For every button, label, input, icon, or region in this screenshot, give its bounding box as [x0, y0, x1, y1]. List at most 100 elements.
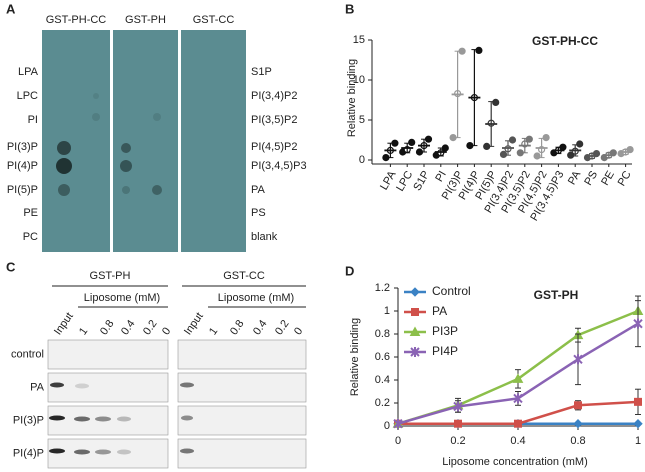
y-tick-label: 5: [359, 114, 365, 126]
lipid-spot: [58, 184, 70, 196]
marker: [410, 287, 420, 297]
x-tick-label: 0.2: [450, 435, 465, 447]
marker: [573, 354, 583, 365]
marker: [573, 418, 583, 429]
lipid-label: LPA: [18, 66, 39, 78]
y-tick-label: 0.8: [375, 328, 390, 340]
data-point: [525, 135, 533, 143]
band: [49, 415, 65, 421]
band: [181, 415, 193, 421]
data-point: [499, 150, 508, 158]
lipid-label: PA: [251, 184, 266, 196]
blot: [47, 405, 169, 436]
y-tick-label: 15: [353, 34, 365, 46]
band: [180, 382, 194, 388]
band: [180, 448, 194, 454]
lipid-spot: [93, 93, 99, 99]
lipid-label: PC: [23, 231, 38, 243]
lipid-spot: [120, 160, 132, 172]
group-subtitle: Liposome (mM): [218, 292, 294, 304]
marker: [514, 419, 522, 428]
group-title: GST-PH: [90, 270, 131, 282]
y-tick-label: 1.2: [375, 282, 390, 294]
lipid-spot: [122, 186, 130, 194]
blot: [47, 339, 169, 370]
marker: [512, 373, 524, 383]
panel-label: C: [6, 259, 16, 274]
data-point: [508, 136, 517, 144]
lipid-label: PI(3,5)P2: [251, 114, 297, 126]
x-tick-label: 1: [635, 435, 641, 447]
membrane-header: GST-CC: [193, 14, 235, 26]
band: [74, 416, 90, 422]
blot: [47, 372, 169, 403]
legend-label: PI4P: [432, 344, 458, 358]
lipid-label: LPC: [17, 90, 38, 102]
marker: [633, 418, 643, 429]
lipid-label: S1P: [251, 66, 272, 78]
blot: [177, 405, 307, 436]
lipid-label: PE: [23, 207, 38, 219]
band: [95, 416, 111, 422]
lipid-label: PI(3)P: [7, 141, 38, 153]
chart-title: GST-PH: [534, 288, 579, 302]
y-axis-label: Relative binding: [346, 59, 358, 137]
band: [117, 449, 131, 455]
lane-label: 0: [160, 325, 173, 337]
y-tick-label: 0: [384, 420, 390, 432]
lipid-label: PI: [28, 114, 38, 126]
lipid-spot: [121, 143, 131, 153]
blot: [177, 372, 307, 403]
blot: [47, 438, 169, 469]
marker: [513, 393, 523, 404]
membrane: [181, 30, 246, 252]
lipid-spot: [92, 113, 100, 121]
y-tick-label: 0.4: [375, 374, 390, 386]
x-axis-label: Liposome concentration (mM): [442, 456, 588, 468]
panel-label: B: [345, 1, 354, 16]
y-axis-label: Relative binding: [349, 318, 361, 396]
lipid-spot: [56, 158, 72, 174]
lipid-label: PI(4,5)P2: [251, 141, 297, 153]
lipid-label: PI(4)P: [7, 160, 38, 172]
legend-label: PI3P: [432, 324, 458, 338]
data-point: [492, 98, 500, 107]
y-tick-label: 0: [359, 154, 365, 166]
band: [74, 449, 90, 455]
marker: [634, 397, 642, 406]
x-tick-label: 0: [395, 435, 401, 447]
marker: [393, 418, 403, 429]
lane-label: 0: [292, 325, 305, 337]
band: [49, 448, 65, 454]
band: [117, 416, 131, 422]
chart-title: GST-PH-CC: [532, 34, 598, 48]
marker: [453, 401, 463, 412]
data-point: [542, 134, 550, 142]
row-label: PI(3)P: [13, 414, 44, 426]
marker: [409, 326, 421, 336]
y-tick-label: 0.2: [375, 397, 390, 409]
lipid-spot: [57, 141, 71, 155]
legend-label: Control: [432, 284, 471, 298]
panel-label: D: [345, 263, 354, 278]
x-tick-label: PI: [433, 169, 449, 184]
x-tick-label: 0.8: [570, 435, 585, 447]
lipid-spot: [152, 185, 162, 195]
group-subtitle: Liposome (mM): [84, 292, 160, 304]
band: [50, 382, 64, 388]
data-point: [475, 46, 483, 55]
lane-label: 1: [207, 325, 220, 337]
marker: [574, 401, 582, 410]
lipid-label: PI(3,4)P2: [251, 90, 297, 102]
y-tick-label: 0.6: [375, 351, 390, 363]
membrane: [42, 30, 110, 252]
data-point: [408, 138, 416, 146]
lipid-label: PS: [251, 207, 266, 219]
marker: [411, 308, 419, 316]
data-point: [567, 151, 575, 159]
x-tick-label: 0.4: [510, 435, 525, 447]
lipid-spot: [153, 113, 161, 121]
row-label: PI(4)P: [13, 447, 44, 459]
row-label: control: [11, 348, 44, 360]
